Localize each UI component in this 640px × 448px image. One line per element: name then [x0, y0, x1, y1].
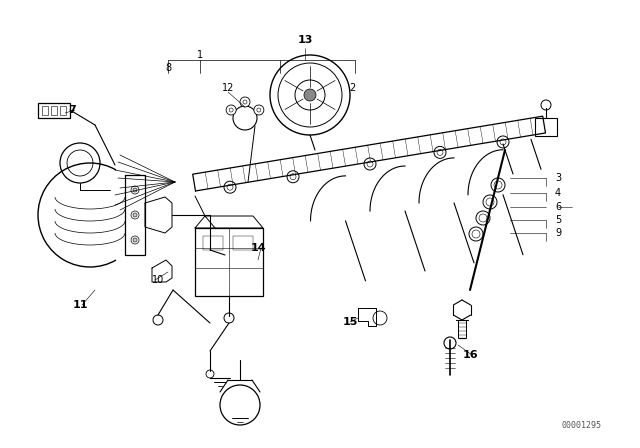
Circle shape	[541, 100, 551, 110]
Circle shape	[483, 195, 497, 209]
Circle shape	[240, 97, 250, 107]
Text: 11: 11	[72, 300, 88, 310]
Text: 1: 1	[197, 50, 203, 60]
Circle shape	[224, 313, 234, 323]
Circle shape	[469, 227, 483, 241]
Text: 13: 13	[298, 35, 313, 45]
Bar	[535, 118, 557, 136]
Bar	[195, 228, 263, 296]
Circle shape	[243, 100, 247, 104]
Circle shape	[290, 174, 296, 180]
Circle shape	[233, 106, 257, 130]
Circle shape	[491, 178, 505, 192]
Bar	[233, 236, 253, 250]
Text: 8: 8	[165, 63, 171, 73]
Circle shape	[153, 315, 163, 325]
Circle shape	[367, 161, 373, 167]
Circle shape	[479, 214, 487, 222]
Text: 00001295: 00001295	[562, 421, 602, 430]
Circle shape	[444, 337, 456, 349]
Text: 2: 2	[349, 83, 355, 93]
Circle shape	[131, 186, 139, 194]
Bar	[42, 106, 48, 115]
Circle shape	[373, 311, 387, 325]
Circle shape	[304, 89, 316, 101]
Circle shape	[287, 171, 299, 183]
Bar	[38, 103, 70, 118]
Circle shape	[229, 108, 233, 112]
Circle shape	[254, 105, 264, 115]
Text: 16: 16	[462, 350, 478, 360]
Circle shape	[257, 108, 261, 112]
Text: 5: 5	[555, 215, 561, 225]
Circle shape	[364, 158, 376, 170]
Circle shape	[206, 370, 214, 378]
Circle shape	[437, 149, 443, 155]
Circle shape	[500, 139, 506, 145]
Text: 6: 6	[555, 202, 561, 212]
Text: 10: 10	[152, 275, 164, 285]
Circle shape	[486, 198, 494, 206]
Circle shape	[278, 63, 342, 127]
Circle shape	[295, 80, 325, 110]
Circle shape	[224, 181, 236, 193]
Circle shape	[472, 230, 480, 238]
Circle shape	[497, 136, 509, 148]
Text: 7: 7	[68, 105, 76, 115]
Text: 3: 3	[555, 173, 561, 183]
Text: 14: 14	[250, 243, 266, 253]
Circle shape	[131, 211, 139, 219]
Circle shape	[270, 55, 350, 135]
Circle shape	[133, 213, 137, 217]
Circle shape	[131, 236, 139, 244]
Circle shape	[133, 238, 137, 242]
Circle shape	[227, 184, 233, 190]
Bar	[51, 106, 57, 115]
Bar	[203, 236, 223, 250]
Circle shape	[434, 146, 446, 159]
Text: 12: 12	[222, 83, 234, 93]
Circle shape	[494, 181, 502, 189]
Circle shape	[226, 105, 236, 115]
Text: 9: 9	[555, 228, 561, 238]
Text: 4: 4	[555, 188, 561, 198]
Bar	[60, 106, 66, 115]
Circle shape	[133, 188, 137, 192]
Circle shape	[476, 211, 490, 225]
Text: 15: 15	[342, 317, 358, 327]
